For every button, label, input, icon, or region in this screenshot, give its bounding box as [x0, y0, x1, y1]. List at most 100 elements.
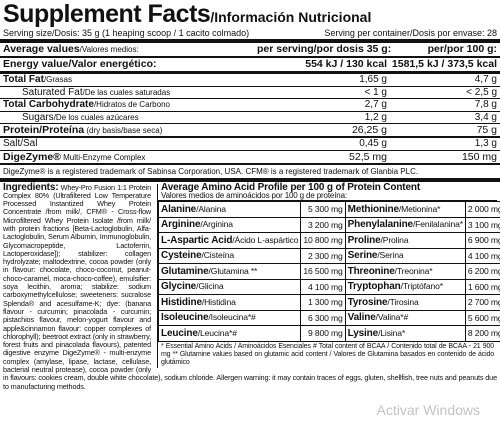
row-label: Sugars	[22, 111, 54, 123]
title: Supplement Facts	[3, 0, 211, 28]
amino-name-es: /Leucina*#	[197, 327, 237, 338]
ingredients-text: Whey-Pro Fusion 1:1 Protein Complex 80% …	[3, 182, 497, 391]
amino-name-cell: Alanine/Alanina	[157, 201, 302, 218]
amino-name: Glutamine	[161, 265, 209, 277]
amino-name-es: /Metionina*	[398, 203, 441, 214]
amino-name: L-Aspartic Acid	[161, 234, 233, 246]
nutrition-header: Average values/Valores medios: per servin…	[0, 43, 500, 58]
amino-panel: Average Amino Acid Profile per 100 g of …	[157, 181, 500, 368]
row-label-cell: Energy value/Valor energético:	[3, 58, 257, 70]
row-sublabel: /Hidratos de Carbono	[93, 100, 170, 109]
amino-notes: * Essential Amino Acids / Aminoácidos Es…	[158, 342, 497, 368]
per-serving: 1,65 g	[359, 74, 387, 85]
row-label: Energy value/Valor energético:	[3, 58, 157, 70]
amino-amount: 6 900 mg	[464, 232, 500, 249]
per-serving: 52,5 mg	[349, 150, 387, 163]
amino-name: Serine	[347, 250, 378, 262]
amino-name: Phenylalanine	[347, 219, 413, 231]
per-serving: 554 kJ / 130 kcal	[305, 58, 387, 70]
amino-name-cell: Valine/Valina*#	[344, 309, 466, 327]
nutrition-row: Energy value/Valor energético: 554 kJ / 1…	[0, 58, 500, 74]
amino-amount: 2 000 mg	[464, 201, 500, 218]
amino-name: Methionine	[347, 203, 399, 215]
amino-amount: 3 200 mg	[300, 216, 346, 234]
amino-name-cell: Proline/Prolina	[344, 232, 466, 249]
amino-name-es: /Valina*#	[375, 312, 409, 323]
col-label: Average values	[3, 43, 80, 55]
amino-name-es: /Ácido L-aspártico	[232, 234, 299, 245]
amino-name-es: /Serina	[377, 250, 404, 261]
trademark-note: DigeZyme® is a registered trademark of S…	[0, 165, 500, 182]
amino-name-cell: Methionine/Metionina*	[344, 201, 466, 218]
amino-name: Valine	[347, 312, 376, 324]
amino-row: Alanine/Alanina 5 300 mg Methionine/Metion…	[157, 201, 500, 218]
amino-amount: 5 300 mg	[300, 201, 346, 218]
row-sublabel: (dry basis/base seca)	[84, 126, 163, 135]
nutrition-row: Salt/Sal 0,45 g 1,3 g	[0, 138, 500, 151]
amino-name-cell: Lysine/Lisina*	[344, 325, 466, 342]
amino-name: Leucine	[161, 327, 198, 339]
amino-name-cell: Tyrosine/Tirosina	[344, 294, 466, 311]
amino-name-cell: Histidine/Histidina	[157, 294, 302, 311]
amino-name: Isoleucine	[161, 312, 209, 324]
per-100g: 150 mg	[461, 150, 497, 163]
amino-amount: 6 200 mg	[464, 263, 500, 280]
per-serving: 26,25 g	[351, 124, 387, 136]
amino-name-es: /Lisina*	[378, 327, 406, 338]
col-100g: per/por 100 g:	[427, 43, 497, 55]
row-label-cell: Saturated Fat/De las cuales saturadas	[22, 87, 257, 98]
amino-name: Threonine	[347, 265, 395, 277]
per-serving: 2,7 g	[364, 99, 387, 110]
row-label: Total Fat	[3, 74, 44, 85]
nutrition-row: Total Fat/Grasas 1,65 g 4,7 g	[0, 74, 500, 87]
ingredients: Average Amino Acid Profile per 100 g of …	[0, 182, 500, 393]
amino-name-es: /Prolina	[380, 234, 409, 245]
amino-name: Glycine	[161, 281, 197, 293]
amino-name-cell: Phenylalanine/Fenilalanina*	[344, 216, 466, 234]
amino-amount: 10 800 mg	[300, 232, 346, 249]
amino-name-es: /Arginina	[200, 219, 233, 230]
amino-name-es: /Glicina	[196, 281, 224, 292]
amino-name-cell: Glycine/Glicina	[157, 278, 302, 296]
amino-note: * Essential Amino Acids / Aminoácidos Es…	[161, 342, 311, 350]
nutrition-row: Total Carbohydrate/Hidratos de Carbono 2,…	[0, 99, 500, 112]
amino-amount: 2 700 mg	[464, 294, 500, 311]
row-label-cell: Protein/Proteína (dry basis/base seca)	[3, 124, 257, 136]
row-label: Salt/Sal	[3, 138, 38, 149]
amino-name-cell: L-Aspartic Acid/Ácido L-aspártico	[157, 232, 302, 249]
row-sublabel: /De las cuales saturadas	[82, 87, 171, 97]
nutrition-row: Saturated Fat/De las cuales saturadas < 1…	[0, 87, 500, 99]
amino-amount: 8 200 mg	[464, 325, 500, 342]
subtitle: /Información Nutricional	[210, 9, 372, 25]
amino-name-cell: Tryptophan/Triptófano*	[344, 278, 466, 296]
amino-title: Average Amino Acid Profile per 100 g of …	[161, 181, 421, 193]
amino-name-es: /Treonina*	[394, 265, 433, 276]
per-100g: 75 g	[476, 124, 497, 136]
amino-row: L-Aspartic Acid/Ácido L-aspártico 10 800 …	[157, 232, 500, 249]
amino-name-es: /Isoleucina*#	[208, 312, 256, 323]
serving-size: Serving size/Dosis: 35 g (1 heaping scoo…	[3, 28, 250, 38]
amino-name-es: /Histidina	[201, 296, 236, 307]
amino-note: # Total content of BCAA / Contenido tota…	[161, 342, 494, 358]
row-label-cell: Sugars/De los cuales azúcares	[22, 112, 257, 123]
row-label: Total Carbohydrate	[3, 99, 94, 110]
per-serving: 0,45 g	[359, 138, 387, 149]
row-label: Protein/Proteína	[3, 124, 85, 136]
col-serving: per serving/por dosis 35 g:	[257, 43, 392, 55]
amino-name: Arginine	[161, 219, 201, 231]
row-label-cell: Salt/Sal	[3, 138, 257, 149]
amino-row: Histidine/Histidina 1 300 mg Tyrosine/Tiro…	[157, 294, 500, 311]
per-serving: 1,2 g	[364, 111, 387, 123]
nutrition-row: DigeZyme® Multi-Enzyme Complex 52,5 mg 150…	[0, 151, 500, 165]
amino-table: Alanine/Alanina 5 300 mg Methionine/Metion…	[157, 201, 500, 342]
amino-name-cell: Serine/Serina	[344, 247, 466, 265]
amino-amount: 2 300 mg	[300, 247, 346, 265]
amino-amount: 1 300 mg	[300, 294, 346, 311]
amino-name: Tryptophan	[347, 281, 401, 293]
serving-info: Serving size/Dosis: 35 g (1 heaping scoo…	[0, 26, 500, 43]
amino-row: Cysteine/Cisteína 2 300 mg Serine/Serina 4 …	[157, 247, 500, 265]
row-sublabel: Multi-Enzyme Complex	[60, 152, 146, 162]
amino-name: Tyrosine	[347, 296, 388, 308]
amino-name-es: /Glutamina **	[208, 265, 258, 276]
